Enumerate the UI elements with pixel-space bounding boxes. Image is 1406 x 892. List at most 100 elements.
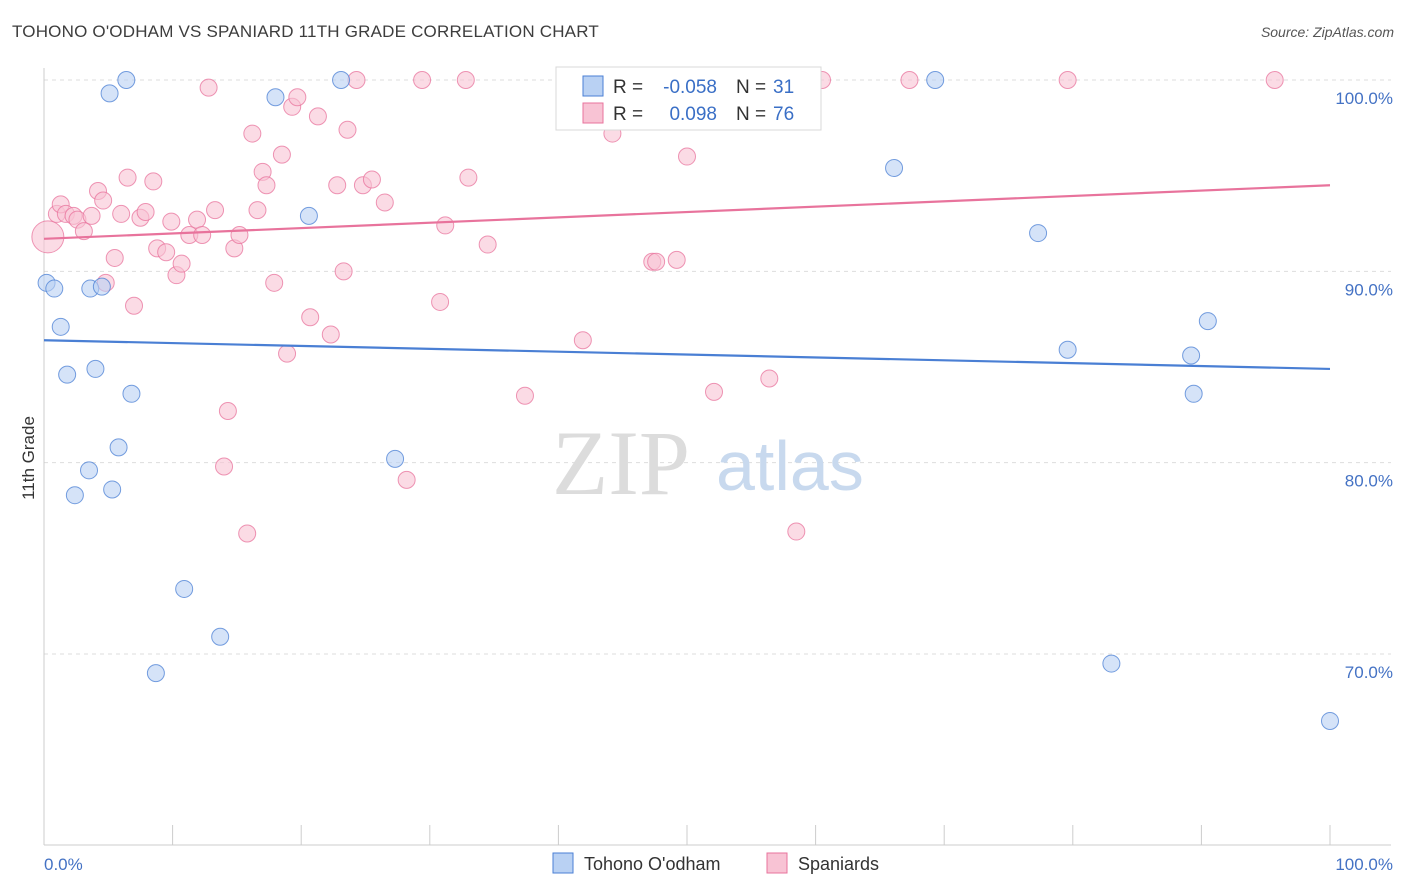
point-spaniards-34: [248, 201, 267, 220]
point-spaniards-58: [478, 235, 497, 254]
point-spaniards-53: [413, 71, 432, 89]
point-tohono-14: [146, 664, 165, 683]
point-spaniards-41: [288, 88, 307, 107]
point-tohono-19: [332, 71, 351, 89]
point-tohono-18: [299, 206, 318, 225]
point-tohono-12: [117, 71, 136, 89]
x-tick-label-max: 100.0%: [1335, 855, 1393, 874]
point-spaniards-65: [647, 252, 666, 271]
point-spaniards-12: [112, 204, 131, 223]
point-spaniards-33: [243, 124, 262, 143]
point-spaniards-20: [162, 212, 181, 231]
point-spaniards-47: [338, 120, 357, 139]
y-tick-label-70: 70.0%: [1345, 663, 1393, 682]
point-spaniards-28: [215, 457, 234, 476]
stats-legend-swatch-blue: [582, 75, 604, 97]
point-spaniards-14: [125, 296, 144, 315]
point-tohono-9: [100, 84, 119, 103]
series-tohono: [37, 71, 1339, 730]
point-tohono-30: [1321, 711, 1339, 730]
point-tohono-27: [1182, 346, 1201, 365]
point-spaniards-57: [459, 168, 478, 187]
point-tohono-20: [386, 449, 405, 468]
point-tohono-1: [45, 279, 64, 298]
point-spaniards-75: [1265, 71, 1284, 89]
stats-legend-swatch-pink: [582, 102, 604, 124]
point-spaniards-32: [238, 524, 257, 543]
point-spaniards-61: [573, 331, 592, 350]
stats-r-label-pink: R =: [613, 104, 643, 125]
point-spaniards-27: [206, 201, 225, 220]
watermark-atlas: atlas: [716, 427, 864, 505]
point-spaniards-73: [900, 71, 919, 89]
point-spaniards-43: [308, 107, 327, 126]
point-spaniards-59: [515, 386, 534, 405]
stats-n-label-pink: N =: [736, 104, 766, 125]
point-tohono-17: [266, 88, 285, 107]
point-spaniards-44: [321, 325, 340, 344]
point-tohono-5: [80, 461, 99, 480]
point-spaniards-0: [31, 220, 65, 254]
point-spaniards-71: [787, 522, 806, 541]
trend-line-tohono: [43, 339, 1331, 371]
y-axis-label: 11th Grade: [19, 416, 38, 500]
point-tohono-13: [122, 384, 141, 403]
chart-source: Source: ZipAtlas.com: [1260, 24, 1394, 40]
y-tick-label-80: 80.0%: [1345, 472, 1393, 491]
point-spaniards-17: [144, 172, 163, 191]
point-spaniards-74: [1058, 71, 1077, 89]
point-spaniards-13: [118, 168, 137, 187]
point-spaniards-37: [265, 273, 284, 292]
point-tohono-16: [211, 627, 230, 646]
point-spaniards-39: [278, 344, 297, 363]
point-spaniards-54: [431, 292, 450, 311]
point-spaniards-22: [172, 254, 191, 273]
point-spaniards-11: [105, 248, 124, 267]
point-spaniards-52: [397, 470, 416, 489]
point-spaniards-42: [301, 308, 320, 327]
point-spaniards-25: [193, 225, 212, 244]
point-spaniards-45: [328, 176, 347, 195]
point-tohono-23: [926, 71, 945, 89]
point-spaniards-31: [230, 225, 249, 244]
point-tohono-26: [1102, 654, 1121, 673]
stats-r-value-pink: 0.098: [669, 104, 717, 125]
point-tohono-29: [1198, 312, 1217, 331]
stats-n-label-blue: N =: [736, 77, 766, 98]
point-tohono-2: [51, 317, 70, 336]
legend-label-tohono: Tohono O'odham: [584, 854, 721, 874]
point-tohono-11: [109, 438, 128, 457]
x-tick-label-min: 0.0%: [44, 855, 83, 874]
point-spaniards-51: [375, 193, 394, 212]
point-tohono-4: [65, 486, 84, 505]
data-points: [31, 71, 1339, 730]
point-spaniards-24: [188, 210, 207, 229]
trend-line-spaniards: [43, 184, 1331, 240]
y-tick-label-100: 100.0%: [1335, 89, 1393, 108]
point-spaniards-7: [82, 206, 101, 225]
point-spaniards-70: [760, 369, 779, 388]
point-tohono-7: [86, 359, 105, 378]
point-tohono-24: [1029, 224, 1048, 243]
trend-lines: [43, 184, 1331, 371]
point-tohono-10: [103, 480, 122, 499]
point-tohono-22: [885, 159, 904, 178]
point-tohono-25: [1058, 340, 1077, 359]
stats-legend: R = -0.058 N = 31 R = 0.098 N = 76: [555, 66, 822, 131]
point-tohono-28: [1184, 384, 1203, 403]
point-spaniards-19: [157, 243, 176, 262]
legend-swatch-tohono: [552, 852, 574, 874]
point-spaniards-36: [257, 176, 276, 195]
point-spaniards-6: [74, 222, 93, 241]
point-spaniards-16: [136, 203, 155, 222]
point-spaniards-9: [94, 191, 113, 210]
y-tick-label-90: 90.0%: [1345, 280, 1393, 299]
stats-r-value-blue: -0.058: [663, 77, 717, 98]
point-tohono-3: [58, 365, 77, 384]
watermark-zip: ZIP: [552, 412, 690, 514]
point-spaniards-46: [334, 262, 353, 281]
point-spaniards-55: [436, 216, 455, 235]
stats-r-label-blue: R =: [613, 77, 643, 98]
point-spaniards-69: [705, 382, 724, 401]
